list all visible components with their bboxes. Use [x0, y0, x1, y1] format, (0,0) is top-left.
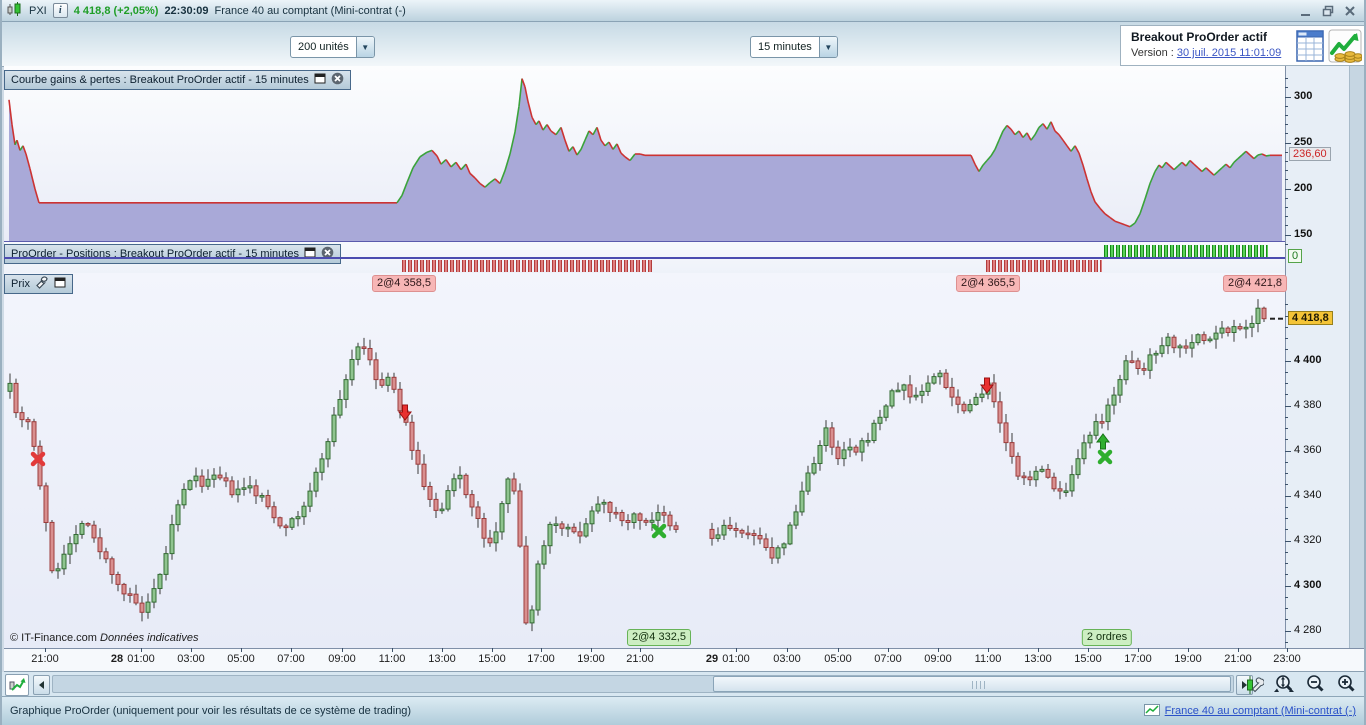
window-controls — [1299, 4, 1356, 17]
timeframe-select[interactable]: 15 minutes ▼ — [750, 36, 838, 58]
sell-order-label[interactable]: 2@4 365,5 — [956, 275, 1020, 292]
performance-coins-icon[interactable] — [1328, 29, 1363, 68]
strategy-version-link[interactable]: 30 juil. 2015 11:01:09 — [1176, 47, 1282, 59]
close-panel-icon[interactable] — [321, 246, 334, 262]
timeframe-select-value: 15 minutes — [758, 41, 812, 53]
status-message: Graphique ProOrder (uniquement pour voir… — [10, 705, 412, 717]
zoom-out-icon[interactable] — [1303, 674, 1327, 696]
right-scroll-strip[interactable] — [1349, 66, 1364, 648]
units-select-value: 200 unités — [298, 41, 349, 53]
window-titlebar: PXI i 4 418,8 (+2,05%) 22:30:09 France 4… — [2, 0, 1364, 22]
scroll-left-button[interactable] — [33, 675, 50, 695]
equity-panel-tab[interactable]: Courbe gains & pertes : Breakout ProOrde… — [4, 70, 351, 90]
chart-options-icon[interactable] — [5, 674, 29, 696]
strategy-name: Breakout ProOrder actif — [1131, 30, 1268, 44]
chevron-down-icon[interactable]: ▼ — [355, 37, 374, 57]
last-price-change: 4 418,8 (+2,05%) — [73, 4, 159, 17]
sell-order-label[interactable]: 2@4 358,5 — [372, 275, 436, 292]
positions-panel-title: ProOrder - Positions : Breakout ProOrder… — [11, 248, 299, 260]
strategy-version: Version : 30 juil. 2015 11:01:09 — [1131, 47, 1282, 59]
sell-order-label[interactable]: 2@4 421,8 — [1223, 275, 1287, 292]
buy-order-label[interactable]: 2@4 332,5 — [627, 629, 691, 646]
horizontal-scroll-row — [2, 672, 1364, 697]
symbol-label: PXI — [29, 4, 47, 17]
arrow-down-marker — [398, 404, 412, 421]
arrow-up-marker — [1096, 433, 1110, 450]
cross-marker — [30, 451, 46, 467]
close-panel-icon[interactable] — [331, 72, 344, 88]
equity-panel-title: Courbe gains & pertes : Breakout ProOrde… — [11, 74, 309, 86]
price-candlestick-chart[interactable] — [4, 292, 1285, 648]
instrument-name: France 40 au comptant (Mini-contrat (-) — [214, 4, 406, 17]
restore-icon[interactable] — [1321, 4, 1334, 17]
positions-panel-tab[interactable]: ProOrder - Positions : Breakout ProOrder… — [4, 244, 341, 264]
strategy-info-panel: Breakout ProOrder actif Version : 30 jui… — [1120, 25, 1364, 68]
chevron-down-icon[interactable]: ▼ — [818, 37, 837, 57]
minimize-icon[interactable] — [1299, 4, 1312, 17]
arrow-down-marker — [980, 377, 994, 394]
price-panel-title: Prix — [11, 278, 30, 290]
restore-window-icon[interactable] — [314, 73, 326, 87]
cross-marker — [651, 523, 667, 539]
candlestick-logo-icon — [6, 1, 23, 20]
instrument-link[interactable]: France 40 au comptant (Mini-contrat (-) — [1164, 705, 1356, 717]
scrollbar-track[interactable] — [52, 675, 1234, 693]
time-axis[interactable] — [4, 648, 1364, 672]
scrollbar-thumb[interactable] — [713, 676, 1231, 692]
zoom-in-icon[interactable] — [1334, 674, 1358, 696]
clock: 22:30:09 — [164, 4, 209, 17]
zoom-fit-icon[interactable] — [1272, 674, 1296, 696]
price-panel-tab[interactable]: Prix — [4, 274, 73, 294]
candle-settings-icon[interactable] — [1241, 674, 1265, 696]
restore-window-icon[interactable] — [54, 277, 66, 291]
cross-marker — [1097, 449, 1113, 465]
orders-table-icon[interactable] — [1296, 29, 1324, 68]
copyright-note: © IT-Finance.com Données indicatives — [10, 632, 199, 644]
status-bar: Graphique ProOrder (uniquement pour voir… — [2, 697, 1364, 725]
units-select[interactable]: 200 unités ▼ — [290, 36, 375, 58]
info-icon[interactable]: i — [52, 3, 68, 18]
buy-order-label[interactable]: 2 ordres — [1081, 629, 1133, 646]
close-icon[interactable] — [1343, 4, 1356, 17]
wrench-icon[interactable] — [35, 276, 49, 292]
price-panel — [4, 273, 1285, 648]
equity-curve-chart[interactable] — [4, 66, 1285, 241]
mini-chart-icon — [1143, 703, 1160, 719]
price-axis-gutter[interactable] — [1285, 66, 1350, 648]
restore-window-icon[interactable] — [304, 247, 316, 261]
